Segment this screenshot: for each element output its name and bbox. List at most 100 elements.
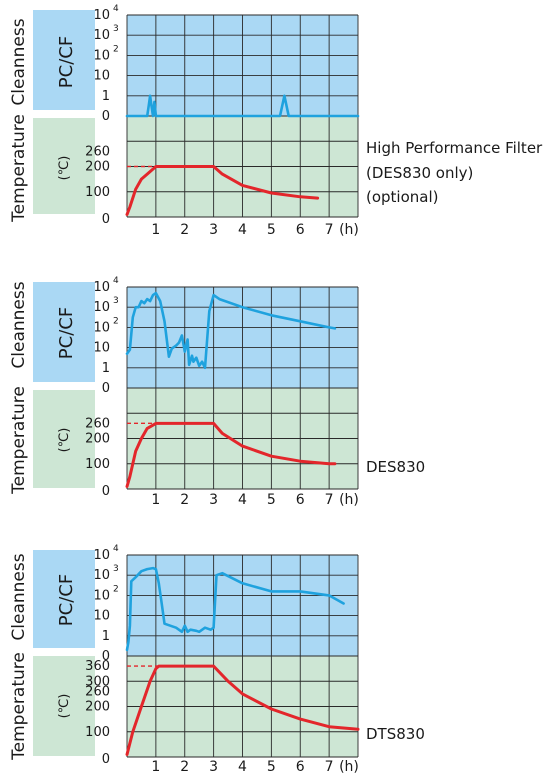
cleanness-axis-title: Cleanness — [9, 18, 29, 105]
plot-area — [125, 286, 359, 490]
cleanness-tick-exponent: 3 — [113, 296, 119, 306]
temperature-tick-label: 260 — [85, 144, 110, 159]
cleanness-tick-exponent: 3 — [113, 564, 119, 574]
x-tick-label: 5 — [267, 222, 276, 238]
cleanness-tick-label: 0 — [102, 649, 110, 664]
x-tick-label: 1 — [151, 222, 160, 238]
temperature-series-line — [125, 421, 337, 488]
cleanness-tick-label: 10 — [93, 300, 110, 315]
plot-area — [125, 14, 360, 218]
x-tick-label: 5 — [267, 759, 276, 775]
cleanness-tick-label: 1 — [102, 629, 110, 644]
x-tick-label: 2 — [180, 759, 189, 775]
cleanness-tick-label: 10 — [93, 609, 110, 624]
cleanness-tick-exponent: 4 — [113, 544, 119, 554]
x-tick-label: 7 — [325, 492, 334, 508]
caption-line-3: (optional) — [366, 188, 439, 206]
x-tick-label: 1 — [151, 492, 160, 508]
cleanness-axis-title: Cleanness — [9, 281, 29, 368]
celsius-label: (℃) — [57, 694, 72, 719]
x-tick-label: 6 — [296, 759, 305, 775]
temperature-series-line — [125, 165, 320, 216]
temperature-tick-label: 100 — [85, 725, 110, 740]
cleanness-series-line — [125, 566, 345, 652]
cleanness-tick-exponent: 2 — [113, 584, 119, 594]
x-unit-label: (h) — [339, 222, 359, 238]
x-tick-label: 3 — [209, 222, 218, 238]
cleanness-tick-exponent: 2 — [113, 44, 119, 54]
celsius-label: (℃) — [57, 156, 72, 181]
x-tick-label: 7 — [325, 222, 334, 238]
temperature-axis-title: Temperature — [9, 386, 29, 495]
cleanness-tick-label: 1 — [102, 89, 110, 104]
caption-line-1: DES830 — [366, 458, 425, 476]
cleanness-series-line — [125, 291, 337, 370]
cleanness-axis-title: Cleanness — [9, 553, 29, 640]
cleanness-tick-label: 10 — [93, 568, 110, 583]
caption-line-1: DTS830 — [366, 725, 425, 743]
temperature-tick-label: 360 — [85, 659, 110, 674]
cleanness-tick-label: 10 — [93, 588, 110, 603]
x-unit-label: (h) — [339, 759, 359, 775]
cleanness-series-line — [125, 94, 360, 118]
temperature-series-line — [125, 664, 360, 756]
caption-line-2: (DES830 only) — [366, 164, 473, 182]
cleanness-tick-label: 0 — [102, 381, 110, 396]
cleanness-tick-exponent: 4 — [113, 4, 119, 14]
temperature-tick-label: 0 — [102, 212, 110, 227]
temperature-tick-label: 100 — [85, 457, 110, 472]
temperature-axis-title: Temperature — [9, 652, 29, 761]
chart-panel-middle: PC/CF (℃) Cleanness Temperature DES830 1… — [9, 276, 425, 508]
cleanness-label-box — [33, 282, 95, 382]
cleanness-tick-label: 10 — [93, 8, 110, 23]
temperature-label-box — [33, 390, 95, 488]
cleanness-tick-label: 10 — [93, 548, 110, 563]
cleanness-tick-label: 10 — [93, 280, 110, 295]
temperature-tick-label: 300 — [85, 674, 110, 689]
cleanness-tick-label: 0 — [102, 109, 110, 124]
cleanness-tick-label: 1 — [102, 361, 110, 376]
cleanness-tick-exponent: 3 — [113, 24, 119, 34]
pccf-label: PC/CF — [56, 36, 77, 88]
cleanness-tick-label: 10 — [93, 28, 110, 43]
x-tick-label: 6 — [296, 492, 305, 508]
x-unit-label: (h) — [339, 492, 359, 508]
cleanness-tick-label: 10 — [93, 69, 110, 84]
cleanness-tick-label: 10 — [93, 48, 110, 63]
temperature-tick-label: 100 — [85, 185, 110, 200]
temperature-tick-label: 0 — [102, 484, 110, 499]
cleanness-tick-label: 10 — [93, 320, 110, 335]
x-tick-label: 4 — [238, 759, 247, 775]
x-tick-label: 2 — [180, 492, 189, 508]
caption-line-1: High Performance Filter — [366, 139, 543, 157]
temperature-label-box — [33, 118, 95, 214]
x-tick-label: 7 — [325, 759, 334, 775]
x-tick-label: 4 — [238, 492, 247, 508]
temperature-label-box — [33, 656, 95, 756]
plot-area — [125, 554, 360, 758]
x-tick-label: 6 — [296, 222, 305, 238]
celsius-label: (℃) — [57, 428, 72, 453]
temperature-tick-label: 200 — [85, 160, 110, 175]
x-tick-label: 4 — [238, 222, 247, 238]
x-tick-label: 1 — [151, 759, 160, 775]
temperature-tick-label: 260 — [85, 684, 110, 699]
x-tick-label: 3 — [209, 492, 218, 508]
chart-panel-bottom: PC/CF (℃) Cleanness Temperature DTS830 1… — [9, 544, 425, 775]
grid — [126, 554, 359, 758]
chart-panel-top: PC/CF (℃) Cleanness Temperature High Per… — [9, 4, 543, 238]
cleanness-tick-exponent: 2 — [113, 316, 119, 326]
x-tick-label: 5 — [267, 492, 276, 508]
x-tick-label: 3 — [209, 759, 218, 775]
temperature-axis-title: Temperature — [9, 114, 29, 223]
pccf-label: PC/CF — [56, 307, 77, 359]
cleanness-tick-label: 10 — [93, 341, 110, 356]
temperature-tick-label: 260 — [85, 416, 110, 431]
x-tick-label: 2 — [180, 222, 189, 238]
cleanness-label-box — [33, 10, 95, 110]
pccf-label: PC/CF — [56, 574, 77, 626]
temperature-tick-label: 200 — [85, 432, 110, 447]
cleanness-label-box — [33, 550, 95, 648]
temperature-tick-label: 200 — [85, 700, 110, 715]
